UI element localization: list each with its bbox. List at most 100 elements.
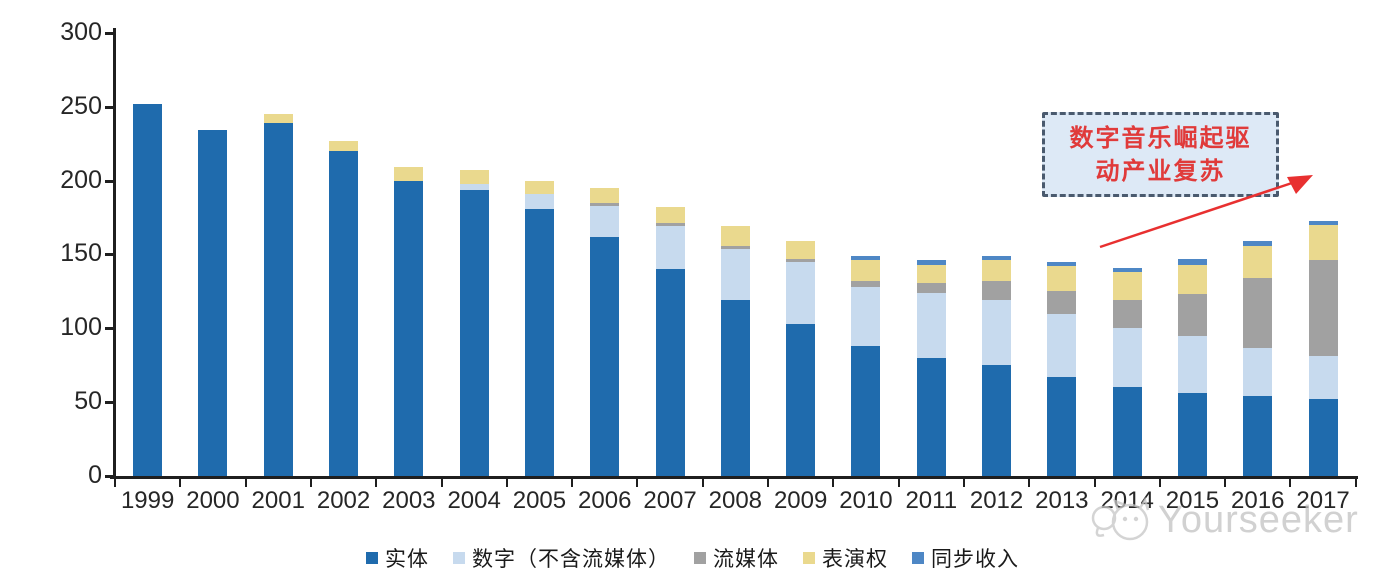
bar-segment-2007 [655,223,685,227]
x-axis-category-label: 2007 [643,487,697,514]
legend-item: 数字（不含流媒体） [453,543,670,573]
x-axis-category-label: 2016 [1231,487,1285,514]
bar-segment-2010 [851,286,881,347]
x-axis-tick [309,479,312,487]
x-axis-tick [375,479,378,487]
y-axis-tick [105,401,114,405]
bar-segment-2012 [982,281,1012,301]
bar-segment-2001 [263,123,293,476]
bar-segment-2008 [720,248,750,301]
x-axis-tick [701,479,704,487]
x-axis-tick [1289,479,1292,487]
bar-segment-2017 [1308,224,1338,261]
x-axis-category-label: 2002 [316,487,371,514]
legend-label: 表演权 [822,548,888,571]
legend-item: 实体 [366,543,429,573]
y-axis-tick [105,327,114,331]
bar-segment-2005 [524,193,554,209]
legend-label: 流媒体 [713,548,779,571]
bar-segment-2012 [982,300,1012,366]
bar-segment-2001 [263,114,293,124]
x-axis-category-label: 2010 [839,487,893,514]
bar-segment-2011 [916,264,946,283]
y-axis-tick-label: 250 [60,91,102,120]
y-axis-tick-label: 100 [60,313,102,342]
bar-segment-2006 [590,202,620,206]
y-axis-line [113,28,116,478]
legend-item: 表演权 [803,543,888,573]
legend-item: 流媒体 [694,543,779,573]
x-axis-category-label: 2013 [1035,487,1089,514]
x-axis-tick [571,479,574,487]
bar-segment-2016 [1243,278,1273,348]
legend-label: 数字（不含流媒体） [472,548,670,571]
bar-segment-2016 [1243,396,1273,476]
bar-segment-2014 [1112,328,1142,388]
bar-segment-2010 [851,260,881,282]
bar-segment-2015 [1177,294,1207,336]
bar-segment-2011 [916,282,946,293]
x-axis-category-label: 2009 [773,487,828,514]
x-axis-tick [897,479,900,487]
bar-segment-2011 [916,260,946,265]
bar-segment-2005 [524,180,554,194]
bar-segment-2017 [1308,220,1338,225]
bar-segment-2017 [1308,399,1338,476]
bar-segment-2013 [1047,377,1077,476]
x-axis-line [110,476,1358,479]
bar-segment-2009 [786,258,816,262]
y-axis-tick [105,105,114,109]
bar-segment-2008 [720,226,750,246]
bar-segment-2011 [916,292,946,358]
bar-segment-2008 [720,245,750,249]
bar-segment-2015 [1177,258,1207,265]
annotation-callout: 数字音乐崛起驱 动产业复苏 [1042,112,1279,197]
bar-segment-2009 [786,261,816,324]
bar-segment-2011 [916,357,946,476]
x-axis-tick [832,479,835,487]
bar-segment-2015 [1177,335,1207,394]
watermark: Yourseeker [1088,494,1359,546]
y-axis-tick [105,179,114,183]
legend-item: 同步收入 [912,543,1019,573]
bar-segment-2010 [851,346,881,476]
x-axis-category-label: 2015 [1165,487,1220,514]
bar-segment-2013 [1047,261,1077,267]
bar-segment-2009 [786,323,816,476]
bar-segment-2000 [198,130,228,476]
bar-segment-2003 [394,167,424,181]
bar-segment-2012 [982,255,1012,261]
bar-segment-2004 [459,170,489,184]
bar-segment-2008 [720,300,750,476]
legend-label: 实体 [385,548,429,571]
bar-segment-2017 [1308,356,1338,400]
x-axis-tick [114,479,116,487]
x-axis-tick [962,479,965,487]
x-axis-tick [244,479,247,487]
y-axis-tick-label: 200 [60,165,102,194]
bar-segment-2014 [1112,267,1142,273]
x-axis-tick [505,479,508,487]
bar-segment-2012 [982,365,1012,476]
x-axis-category-label: 1999 [120,487,175,514]
bar-segment-2016 [1243,245,1273,279]
bar-segment-2006 [590,188,620,203]
x-axis-tick [1224,479,1227,487]
y-axis-tick [105,253,114,257]
bar-segment-2002 [329,140,359,152]
legend-swatch-icon [803,552,815,564]
x-axis-category-label: 2008 [708,487,763,514]
x-axis-tick [1158,479,1161,487]
x-axis-category-label: 2004 [447,487,501,514]
bar-segment-2013 [1047,266,1077,292]
x-axis-tick [1093,479,1096,487]
bar-segment-2010 [851,281,881,287]
legend-swatch-icon [694,552,706,564]
bar-segment-2016 [1243,347,1273,397]
x-axis-tick [636,479,639,487]
y-axis-tick-label: 150 [60,239,102,268]
annotation-text-line2: 动产业复苏 [1095,157,1226,185]
x-axis-tick [767,479,769,487]
x-axis-tick [1354,479,1357,487]
